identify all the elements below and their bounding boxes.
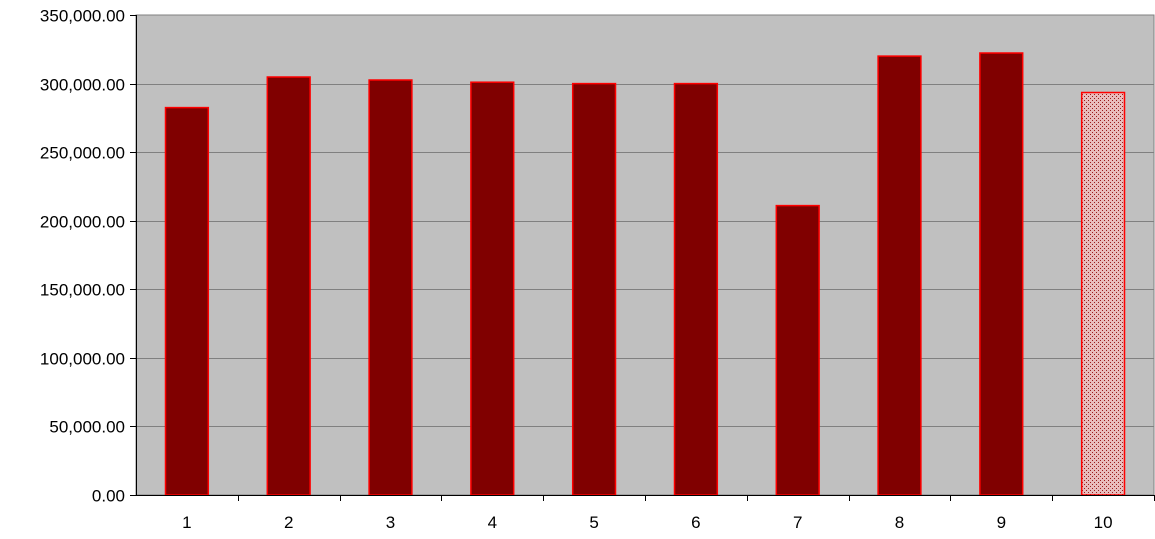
- y-tick-label: 200,000.00: [40, 213, 125, 232]
- x-tick-label: 2: [284, 513, 293, 532]
- x-tick-label: 6: [691, 513, 700, 532]
- x-tick-label: 7: [793, 513, 802, 532]
- x-tick-label: 9: [997, 513, 1006, 532]
- bar-10: [1080, 91, 1126, 496]
- y-tick-label: 350,000.00: [40, 7, 125, 26]
- x-tick-label: 1: [182, 513, 191, 532]
- bar-2: [266, 76, 311, 496]
- bar-8: [877, 55, 922, 496]
- y-tick-label: 150,000.00: [40, 281, 125, 300]
- y-tick-label: 300,000.00: [40, 76, 125, 95]
- bar-4: [470, 81, 515, 496]
- tick-labels: 0.00 50,000.00 100,000.00 150,000.00 200,000…: [40, 7, 1113, 533]
- y-tick-label: 0.00: [92, 487, 125, 506]
- x-tick-label: 3: [386, 513, 395, 532]
- bar-6: [673, 82, 719, 496]
- bar-9: [979, 52, 1024, 496]
- x-tick-label: 8: [895, 513, 904, 532]
- y-tick-label: 50,000.00: [49, 418, 125, 437]
- bar-7: [775, 204, 820, 496]
- x-tick-label: 5: [589, 513, 598, 532]
- bars: [164, 52, 1126, 496]
- bar-5: [571, 82, 617, 496]
- x-tick-label: 4: [488, 513, 497, 532]
- y-tick-label: 250,000.00: [40, 144, 125, 163]
- bar-1: [164, 106, 210, 496]
- x-tick-label: 10: [1094, 513, 1113, 532]
- axes: [130, 15, 1155, 501]
- y-tick-label: 100,000.00: [40, 350, 125, 369]
- bar-3: [368, 79, 413, 496]
